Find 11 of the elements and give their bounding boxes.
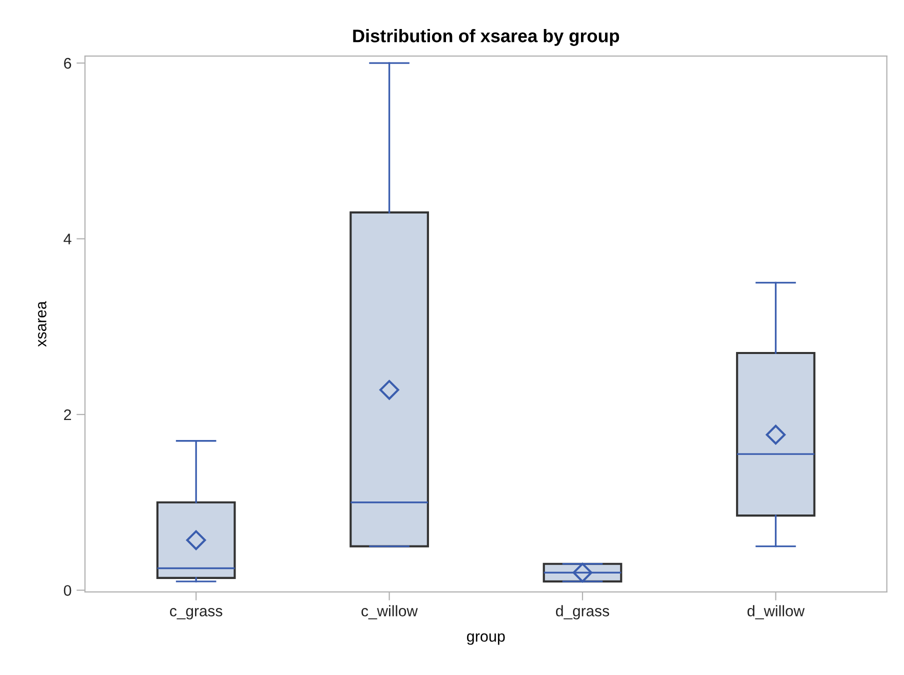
y-tick-label: 6 [64, 58, 72, 69]
x-tick-label: d_grass [556, 605, 610, 620]
y-tick-label: 0 [64, 585, 72, 596]
x-tick-label: c_grass [170, 608, 222, 620]
chart-title: Distribution of xsarea by group [353, 29, 620, 46]
x-tick-label: d_willow [748, 605, 805, 620]
x-tick-label: c_willow [362, 605, 418, 620]
x-axis-title: group [467, 633, 505, 645]
y-tick-label: 4 [64, 234, 72, 244]
y-tick-label: 2 [64, 409, 72, 420]
y-axis-title: xsarea [38, 301, 46, 347]
